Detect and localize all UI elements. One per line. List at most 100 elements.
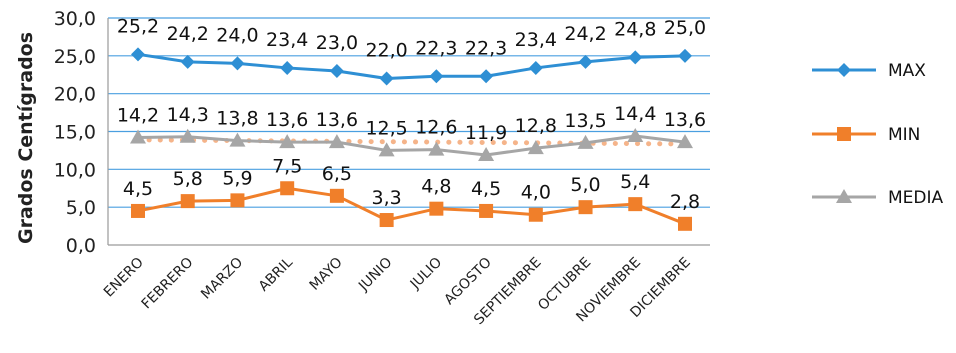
data-label-media-octubre: 13,5 xyxy=(564,110,606,132)
point-media-mayo xyxy=(328,134,345,149)
y-tick-label: 15,0 xyxy=(54,122,96,144)
data-label-max-mayo: 23,0 xyxy=(316,32,358,54)
point-media-marzo xyxy=(229,132,246,147)
point-min-junio xyxy=(379,213,394,228)
point-min-noviembre xyxy=(628,197,643,212)
y-tick-label: 5,0 xyxy=(66,197,96,219)
data-label-media-agosto: 11,9 xyxy=(465,122,507,144)
point-media-octubre xyxy=(577,134,594,149)
data-label-max-noviembre: 24,8 xyxy=(614,18,656,40)
data-label-media-enero: 14,2 xyxy=(117,105,159,127)
point-max-septiembre xyxy=(528,60,543,75)
point-max-noviembre xyxy=(628,50,643,65)
series-markers xyxy=(130,47,693,231)
data-label-max-abril: 23,4 xyxy=(266,29,308,51)
y-tick-label: 25,0 xyxy=(54,46,96,68)
point-media-enero xyxy=(130,129,146,144)
point-media-junio xyxy=(378,142,395,157)
series-line-min xyxy=(137,186,686,226)
data-label-max-enero: 25,2 xyxy=(117,15,159,37)
legend-item-max: MAX xyxy=(812,61,926,81)
point-max-julio xyxy=(429,69,444,84)
point-media-noviembre xyxy=(627,128,644,143)
data-label-max-agosto: 22,3 xyxy=(465,37,507,59)
data-labels: 25,2 24,2 24,0 23,4 23,0 22,0 22,3 22,3 23,4 24,2… xyxy=(117,15,706,212)
series-lines xyxy=(137,52,686,226)
legend: MAX MIN MEDIA xyxy=(812,61,944,208)
x-tick-julio: JULIO xyxy=(407,255,445,293)
data-label-max-julio: 22,3 xyxy=(415,37,457,59)
point-media-diciembre xyxy=(677,134,693,149)
data-label-min-diciembre: 2,8 xyxy=(670,191,700,213)
data-label-min-marzo: 5,9 xyxy=(222,167,252,189)
legend-label: MIN xyxy=(888,125,920,145)
point-min-abril xyxy=(280,181,295,196)
x-tick-abril: ABRIL xyxy=(256,254,296,294)
data-label-media-abril: 13,6 xyxy=(266,109,308,131)
data-label-min-octubre: 5,0 xyxy=(570,174,600,196)
data-label-min-septiembre: 4,0 xyxy=(521,182,551,204)
data-label-min-agosto: 4,5 xyxy=(471,178,501,200)
y-tick-labels: 0,0 5,0 10,0 15,0 20,0 25,0 30,0 xyxy=(54,8,96,257)
data-label-media-febrero: 14,3 xyxy=(167,104,209,126)
point-media-julio xyxy=(428,141,445,156)
point-max-octubre xyxy=(578,54,593,69)
y-tick-label: 10,0 xyxy=(54,159,96,181)
data-label-max-marzo: 24,0 xyxy=(216,24,258,46)
legend-marker-square xyxy=(837,127,851,141)
point-min-marzo xyxy=(230,193,245,208)
data-label-min-enero: 4,5 xyxy=(123,178,153,200)
grid-lines xyxy=(107,17,710,246)
data-label-max-junio: 22,0 xyxy=(365,40,407,62)
point-min-enero xyxy=(131,203,145,218)
legend-label: MEDIA xyxy=(888,188,944,208)
point-min-agosto xyxy=(479,203,494,218)
y-tick-label: 0,0 xyxy=(66,235,96,257)
point-min-febrero xyxy=(180,194,195,209)
x-tick-febrero: FEBRERO xyxy=(139,255,197,313)
legend-marker-triangle xyxy=(836,189,852,203)
legend-marker-diamond xyxy=(837,63,851,77)
point-max-marzo xyxy=(230,56,245,71)
point-media-septiembre xyxy=(527,140,544,155)
legend-item-min: MIN xyxy=(812,125,920,145)
data-label-media-julio: 12,6 xyxy=(415,117,457,139)
point-max-abril xyxy=(280,60,295,75)
data-label-min-abril: 7,5 xyxy=(272,155,302,177)
data-label-media-mayo: 13,6 xyxy=(316,109,358,131)
data-label-min-noviembre: 5,4 xyxy=(620,171,650,193)
point-min-octubre xyxy=(578,200,593,215)
point-min-septiembre xyxy=(528,207,543,222)
legend-label: MAX xyxy=(888,61,926,81)
data-label-min-mayo: 6,5 xyxy=(322,163,352,185)
x-tick-mayo: MAYO xyxy=(307,255,346,294)
point-media-agosto xyxy=(478,146,495,161)
data-label-media-marzo: 13,8 xyxy=(216,108,258,130)
data-label-min-febrero: 5,8 xyxy=(173,168,203,190)
data-label-media-junio: 12,5 xyxy=(365,117,407,139)
data-label-max-diciembre: 25,0 xyxy=(664,17,706,39)
point-max-junio xyxy=(379,71,394,86)
point-max-agosto xyxy=(479,69,494,84)
series-line-media xyxy=(137,134,686,157)
point-media-febrero xyxy=(179,128,196,143)
data-label-min-julio: 4,8 xyxy=(421,176,451,198)
x-tick-marzo: MARZO xyxy=(198,255,246,303)
data-label-media-diciembre: 13,6 xyxy=(664,109,706,131)
point-max-diciembre xyxy=(678,48,692,63)
point-max-enero xyxy=(131,47,145,62)
data-label-max-febrero: 24,2 xyxy=(167,23,209,45)
point-min-diciembre xyxy=(678,216,692,231)
x-tick-enero: ENERO xyxy=(101,255,147,301)
series-line-max xyxy=(137,52,686,81)
point-min-julio xyxy=(429,201,444,216)
legend-item-media: MEDIA xyxy=(812,188,944,208)
data-label-max-octubre: 24,2 xyxy=(564,23,606,45)
point-min-mayo xyxy=(329,188,344,203)
point-max-mayo xyxy=(329,63,344,78)
x-tick-junio: JUNIO xyxy=(355,255,395,295)
data-label-max-septiembre: 23,4 xyxy=(515,29,557,51)
data-label-min-junio: 3,3 xyxy=(372,187,402,209)
